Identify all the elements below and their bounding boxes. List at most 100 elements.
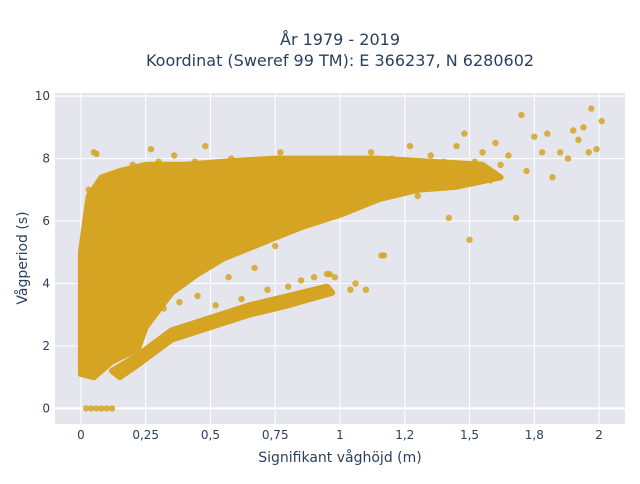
scatter-point [538, 149, 546, 156]
scatter-point [256, 158, 263, 165]
scatter-point [458, 167, 465, 175]
scatter-point [121, 167, 129, 175]
scatter-point [134, 255, 142, 262]
scatter-point [352, 280, 359, 287]
scatter-point [90, 233, 98, 240]
scatter-point [171, 152, 178, 159]
scatter-point [103, 405, 111, 412]
scatter-point [303, 167, 310, 175]
scatter-point [95, 295, 103, 303]
scatter-point [471, 158, 478, 165]
y-tick-labels: 0 2 4 6 8 10 [35, 89, 50, 415]
scatter-point [246, 208, 253, 215]
scatter-point [85, 186, 92, 193]
scatter-point [272, 242, 279, 250]
scatter-point [139, 171, 147, 178]
scatter-point [336, 196, 344, 203]
scatter-point [233, 224, 240, 231]
scatter-point [362, 189, 370, 197]
chart-title-line-2: Koordinat (Sweref 99 TM): E 366237, N 62… [146, 51, 534, 70]
scatter-point [93, 150, 100, 158]
scatter-point [207, 236, 214, 243]
scatter-point [98, 180, 105, 187]
scatter-point [220, 217, 227, 225]
scatter-point [445, 214, 452, 222]
scatter-point [85, 311, 92, 318]
scatter-point [269, 189, 276, 197]
scatter-point [414, 192, 421, 200]
x-tick-label: 0,25 [132, 428, 159, 442]
scatter-point [103, 264, 111, 272]
scatter-point [290, 183, 297, 190]
scatter-point [427, 152, 434, 159]
scatter-point [285, 283, 292, 290]
scatter-point [295, 211, 302, 218]
scatter-point [88, 280, 95, 287]
scatter-point [453, 142, 460, 150]
scatter-point [419, 164, 427, 172]
scatter-point [544, 130, 551, 137]
scatter-point [124, 342, 131, 350]
scatter-point [362, 286, 370, 293]
scatter-point [82, 405, 90, 412]
scatter-point [505, 152, 512, 159]
scatter-point [549, 174, 556, 181]
scatter-point [316, 171, 323, 178]
scatter-point [98, 405, 105, 412]
x-tick-label: 1,2 [395, 428, 414, 442]
scatter-point [310, 274, 318, 281]
scatter-point [93, 405, 100, 412]
x-tick-label: 0 [77, 428, 85, 442]
scatter-point [176, 299, 183, 306]
scatter-point [523, 167, 530, 175]
y-axis-label: Vågperiod (s) [14, 211, 31, 304]
scatter-point [202, 142, 209, 150]
scatter-point [497, 161, 504, 168]
scatter-point [181, 180, 188, 187]
scatter-point [93, 217, 100, 225]
scatter-point [147, 146, 155, 153]
x-tick-label: 1,5 [460, 428, 479, 442]
scatter-point [114, 355, 121, 362]
scatter-point [106, 192, 113, 200]
scatter-point [347, 286, 354, 293]
scatter-point [88, 202, 95, 209]
scatter-point [479, 149, 486, 156]
chart-title-line-1: År 1979 - 2019 [280, 30, 400, 49]
scatter-point [388, 155, 395, 162]
scatter-point [401, 167, 408, 175]
scatter-point [82, 364, 90, 371]
y-tick-label: 0 [42, 401, 50, 415]
y-tick-label: 6 [42, 214, 50, 228]
scatter-point [466, 236, 473, 243]
scatter-point [518, 111, 525, 119]
scatter-point [282, 189, 289, 197]
scatter-point [142, 199, 149, 206]
scatter-point [150, 230, 157, 237]
scatter-point [331, 274, 338, 281]
scatter-point [217, 167, 224, 175]
scatter-point [342, 180, 349, 187]
scatter-point [440, 158, 447, 165]
scatter-point [251, 264, 258, 272]
scatter-point [163, 189, 170, 197]
scatter-point [199, 205, 206, 212]
y-tick-label: 2 [42, 339, 50, 353]
scatter-point [492, 139, 499, 147]
scatter-point [90, 327, 98, 334]
scatter-point [308, 208, 315, 215]
scatter-point [155, 158, 162, 165]
scatter-point [85, 349, 92, 356]
scatter-point [186, 249, 193, 256]
scatter-point [297, 277, 305, 284]
scatter-point [194, 292, 201, 300]
scatter-point [580, 124, 587, 131]
scatter-point [380, 252, 388, 259]
scatter-point [367, 149, 375, 156]
scatter-point [406, 142, 414, 150]
scatter-point [264, 286, 271, 293]
scatter-point [357, 167, 364, 175]
x-tick-label: 0,75 [262, 428, 289, 442]
scatter-point [108, 336, 116, 343]
